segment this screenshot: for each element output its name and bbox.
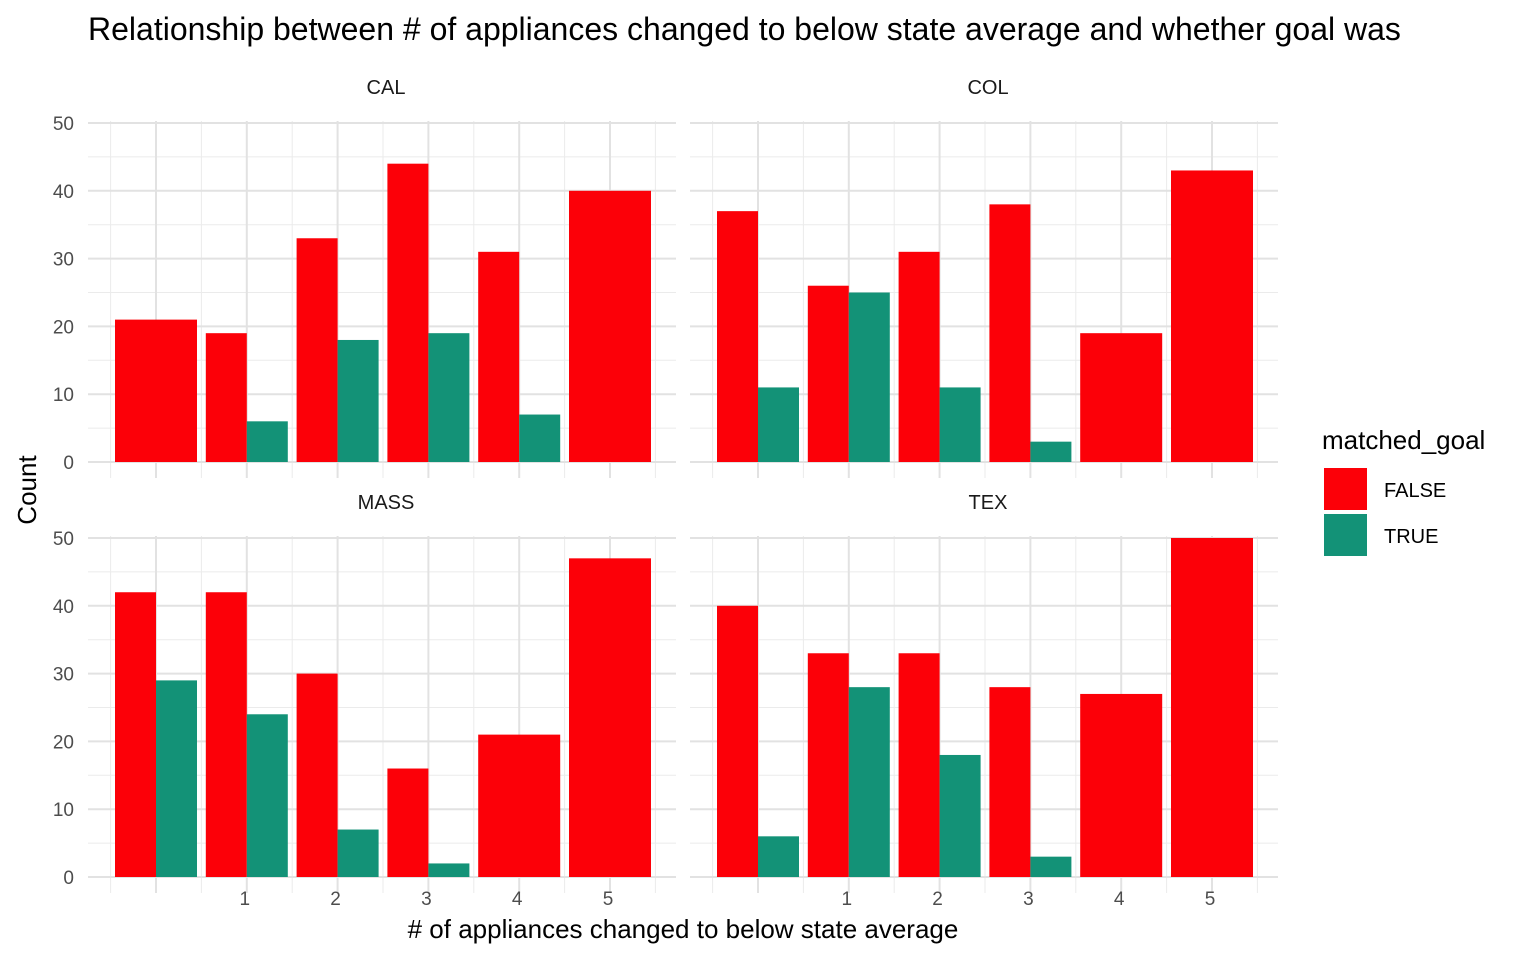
bar-false [387,768,429,877]
y-tick-label: 0 [63,453,74,474]
bar-false [1080,693,1163,877]
bar-true [428,863,470,877]
bar-true [519,414,561,462]
y-tick-label: 30 [53,665,74,686]
bar-true [337,339,379,462]
legend-swatch-true [1324,514,1367,556]
bar-false [898,251,940,462]
bar-false [989,204,1031,463]
y-tick-label: 0 [63,868,74,889]
bar-false [115,319,197,462]
bar-false [296,238,338,462]
x-tick-label: 4 [1114,889,1125,910]
bar-false [807,285,849,462]
bar-false [478,734,561,877]
y-tick-label: 10 [53,800,74,821]
bar-true [428,333,470,462]
facet-panel-mass: MASS 0 10 20 30 40 50 1 2 3 4 5 [53,492,676,910]
bar-true [156,680,197,877]
bar-true [939,387,981,462]
x-tick-label: 2 [330,889,341,910]
bar-false [807,653,849,877]
bar-false [296,673,338,877]
bar-false [717,211,758,462]
y-tick-label: 20 [53,732,74,753]
x-tick-label: 4 [512,889,523,910]
y-tick-label: 50 [53,529,74,550]
facet-label: TEX [969,492,1008,514]
bar-false [717,605,758,877]
bar-false [1080,333,1163,462]
bar-false [387,163,429,462]
bar-false [115,592,156,877]
x-tick-label: 1 [842,889,853,910]
bar-false [569,558,651,877]
x-axis-title: # of appliances changed to below state a… [408,914,959,944]
bar-false [569,190,651,463]
facet-label: CAL [367,77,406,99]
facet-panel-cal: CAL 0 10 20 30 40 50 [53,77,676,478]
bar-true [848,687,890,877]
legend: matched_goal FALSE TRUE [1322,425,1485,556]
x-tick-label: 3 [1023,889,1034,910]
y-tick-label: 20 [53,317,74,338]
legend-label-true: TRUE [1384,526,1438,548]
bar-true [1030,856,1072,877]
x-tick-label: 1 [240,889,251,910]
bar-false [1171,538,1253,877]
bar-true [246,714,288,877]
chart-title: Relationship between # of appliances cha… [88,11,1401,47]
legend-label-false: FALSE [1384,480,1446,502]
y-tick-label: 10 [53,385,74,406]
x-tick-label: 5 [603,889,614,910]
x-tick-label: 3 [421,889,432,910]
bar-true [939,754,981,877]
facet-panel-tex: TEX 1 2 3 4 5 [690,492,1278,910]
facet-label: MASS [358,492,415,514]
bar-false [989,687,1031,877]
bar-false [478,251,520,462]
bar-true [758,836,799,877]
bar-false [898,653,940,877]
facet-label: COL [967,77,1008,99]
x-tick-label: 2 [932,889,943,910]
y-tick-label: 50 [53,114,74,135]
y-tick-label: 40 [53,597,74,618]
y-tick-label: 30 [53,250,74,271]
y-axis-title: Count [12,455,42,525]
bar-true [337,829,379,877]
y-tick-label: 40 [53,182,74,203]
bar-true [848,292,890,462]
x-tick-label: 5 [1205,889,1216,910]
bar-true [246,421,288,462]
bar-true [758,387,799,462]
legend-swatch-false [1324,468,1367,510]
legend-title: matched_goal [1322,425,1485,455]
facet-panel-col: COL [690,77,1278,478]
bar-false [205,333,247,462]
bar-false [205,592,247,877]
bar-true [1030,441,1072,462]
bar-false [1171,170,1253,462]
